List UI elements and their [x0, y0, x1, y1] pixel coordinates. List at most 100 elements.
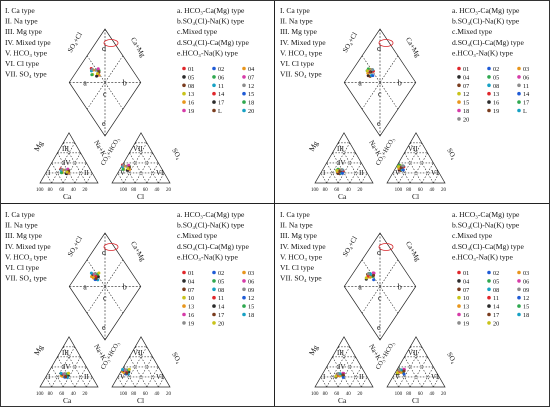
sample-marker [487, 270, 491, 275]
sample-marker [212, 304, 216, 308]
sample-marker [487, 83, 491, 88]
zone-label-a: a [358, 282, 362, 291]
left-legend-item: VI. Cl type [5, 263, 40, 272]
zone-label-I: I [48, 373, 51, 381]
sample-point [63, 372, 67, 376]
sample-label: 13 [493, 91, 499, 98]
zone-label-IV: IV [63, 363, 70, 371]
sample-point [67, 371, 71, 375]
grid-line [158, 172, 165, 184]
sample-marker [487, 279, 491, 283]
sample-point [334, 374, 338, 378]
sample-marker [242, 75, 246, 79]
sample-label: 07 [248, 74, 254, 81]
sample-point [395, 371, 399, 375]
grid-line [51, 162, 64, 184]
left-legend-item: V. HCO₃ type [280, 48, 323, 57]
cation-triangle [314, 132, 374, 184]
sample-point [94, 68, 98, 72]
sample-label: 06 [523, 278, 529, 285]
tick-label: 100 [36, 392, 44, 397]
tick-label: 20 [166, 392, 172, 397]
sample-marker [182, 321, 186, 325]
axis-label-ca: Ca [63, 192, 72, 201]
sample-point [93, 272, 97, 276]
sample-point [64, 375, 68, 379]
tick-label: 20 [166, 188, 172, 193]
sample-marker [212, 100, 216, 104]
sample-point [370, 68, 374, 72]
tick-label: 20 [357, 392, 363, 397]
sample-marker [242, 287, 246, 292]
sample-point [95, 74, 99, 78]
sample-label: 05 [493, 74, 499, 81]
tick-label: 100 [36, 188, 44, 193]
zone-label-b: b [398, 78, 402, 87]
sample-label: 14 [218, 91, 224, 98]
grid-line [51, 366, 64, 388]
right-legend-item: a. HCO₃-Ca(Mg) type [452, 6, 520, 15]
sample-label: 12 [248, 295, 254, 302]
sample-point [124, 368, 128, 372]
sample-point [401, 168, 405, 172]
sample-marker [242, 91, 246, 96]
sample-marker [212, 295, 216, 300]
axis-label-cl: Cl [137, 396, 144, 405]
tick-label: 100 [311, 188, 319, 193]
highlight-ellipse [378, 243, 394, 251]
sample-label: 07 [463, 287, 469, 294]
grid-line [158, 376, 165, 388]
sample-label: 12 [248, 83, 254, 90]
left-legend-item: II. Na type [5, 17, 38, 26]
right-legend-item: a. HCO₃-Ca(Mg) type [452, 210, 520, 219]
sample-label: 10 [188, 295, 194, 302]
grid-line [421, 366, 434, 388]
sample-marker [212, 75, 216, 79]
sample-label: 04 [248, 66, 254, 73]
right-legend-item: d.SO₄(Cl)-Ca(Mg) type [452, 38, 524, 47]
zone-label-VI: VI [156, 169, 164, 177]
tick-label: 60 [418, 392, 424, 397]
sample-label: 12 [463, 91, 469, 98]
tick-label: 40 [154, 188, 160, 193]
right-legend-item: c.Mixed type [452, 27, 493, 36]
panel-divider-horizontal [0, 203, 550, 204]
right-legend-item: b.SO₄(Cl)-Na(K) type [452, 17, 520, 26]
sample-marker [487, 295, 491, 300]
sample-marker [212, 270, 216, 275]
sample-label: 01 [188, 270, 194, 277]
right-legend-item: e.HCO₃-Na(K) type [452, 48, 513, 57]
sample-point [90, 73, 94, 77]
anion-triangle [111, 132, 171, 184]
grid-line [117, 172, 124, 184]
zone-label-c: c [103, 293, 107, 302]
sample-marker [457, 279, 461, 283]
sample-label: 14 [493, 304, 499, 311]
highlight-ellipse [103, 243, 119, 251]
sample-point [399, 370, 403, 374]
tick-label: 100 [120, 392, 128, 397]
grid-line [349, 162, 362, 184]
tick-label: 100 [395, 188, 403, 193]
sample-marker [457, 83, 461, 88]
left-legend-item: II. Na type [5, 221, 38, 230]
sample-marker [212, 321, 216, 325]
grid-line [421, 162, 434, 184]
sample-point [340, 171, 344, 175]
sample-point [94, 277, 98, 281]
zone-label-e: e [102, 119, 106, 128]
sample-label: 02 [493, 66, 499, 73]
sample-label: 06 [248, 278, 254, 285]
sample-marker [457, 91, 461, 96]
sample-point [399, 166, 403, 170]
zone-label-VII: VII [408, 145, 418, 153]
sample-point [95, 72, 99, 76]
tick-label: 60 [59, 188, 64, 193]
right-legend-item: e.HCO₃-Na(K) type [177, 48, 238, 57]
sample-point [335, 168, 339, 172]
sample-marker [487, 75, 491, 79]
sample-point [121, 367, 125, 371]
sample-point [90, 67, 94, 71]
sample-label: 16 [463, 312, 469, 319]
